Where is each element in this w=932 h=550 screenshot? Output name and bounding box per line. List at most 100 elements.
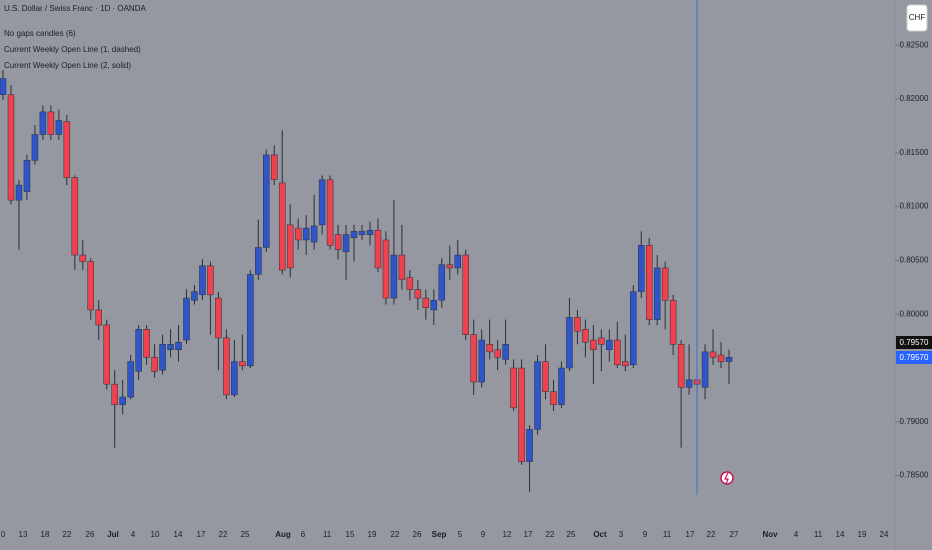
currency-button-label[interactable]: CHF (909, 13, 926, 22)
candle-body (614, 339, 621, 366)
candle-body (175, 341, 182, 350)
candle-body (382, 239, 390, 299)
candle-body (478, 339, 485, 383)
candle-body (111, 383, 118, 405)
x-tick-label: 24 (880, 530, 889, 539)
x-tick-label: 25 (567, 530, 576, 539)
candle-body (566, 317, 573, 369)
candle-body (454, 254, 461, 269)
candle-body (438, 264, 446, 301)
candle-body (358, 231, 366, 235)
candle-body (55, 120, 63, 135)
candle-body (486, 344, 493, 353)
candle-body (15, 184, 23, 201)
candle-body (255, 247, 262, 275)
candle-body (326, 179, 334, 246)
candle-body (271, 154, 278, 180)
candle-body (558, 367, 565, 405)
candle-body (518, 367, 525, 462)
x-tick-label: 22 (63, 530, 72, 539)
candle-body (717, 354, 725, 362)
candle-body (167, 344, 174, 350)
candle-body (502, 344, 509, 360)
candle-body (7, 94, 15, 201)
x-tick-label: 3 (619, 530, 624, 539)
candle-body (334, 234, 342, 250)
x-tick-label: 13 (19, 530, 28, 539)
candle-body (207, 265, 214, 296)
candle-body (542, 361, 549, 392)
x-tick-label: Oct (593, 530, 607, 539)
x-tick-label: 27 (730, 530, 739, 539)
x-tick-label: 0 (1, 530, 6, 539)
x-tick-label: 17 (686, 530, 695, 539)
candle-body (302, 227, 310, 241)
candle-body (406, 277, 414, 290)
candle-body (87, 261, 95, 311)
x-tick-label: Jul (107, 530, 119, 539)
candle-body (231, 361, 238, 396)
y-tick-label: 0.81000 (900, 202, 929, 211)
candle-body (199, 265, 206, 296)
candle-body (669, 299, 677, 345)
candle-body (590, 339, 597, 350)
x-tick-label: 9 (643, 530, 648, 539)
candle-body (191, 291, 198, 301)
x-tick-label: 22 (707, 530, 716, 539)
candle-body (414, 289, 422, 299)
x-tick-label: 22 (219, 530, 228, 539)
candle-body (685, 379, 693, 388)
x-tick-label: 4 (794, 530, 799, 539)
x-tick-label: 11 (323, 530, 332, 539)
candle-body (494, 349, 501, 358)
candle-body (606, 339, 613, 350)
candle-body (526, 429, 533, 462)
indicator: No gaps candles (6) (4, 29, 76, 38)
candle-body (709, 351, 717, 358)
currency-button[interactable] (906, 4, 928, 32)
event-icon[interactable] (720, 471, 734, 485)
chart-title: U.S. Dollar / Swiss Franc · 1D · OANDA (4, 4, 146, 13)
candle-body (135, 329, 142, 372)
x-tick-label: 18 (41, 530, 50, 539)
price-tag (896, 351, 932, 364)
x-tick-label: 19 (858, 530, 867, 539)
candle-body (637, 245, 645, 292)
candle-body (550, 391, 557, 405)
x-tick-label: 22 (391, 530, 400, 539)
candle-body (622, 361, 629, 367)
x-tick-label: 17 (524, 530, 533, 539)
x-tick-label: 22 (546, 530, 555, 539)
candle-body (95, 309, 102, 326)
x-tick-label: 17 (197, 530, 206, 539)
x-tick-label: 19 (368, 530, 377, 539)
candle-body (390, 254, 398, 299)
x-tick-label: 26 (86, 530, 95, 539)
candle-body (31, 134, 39, 161)
candle-body (645, 245, 653, 320)
candle-body (725, 357, 733, 362)
candle-body (310, 225, 318, 243)
price-tag-label: 0.79570 (900, 338, 929, 347)
y-tick-label: 0.80000 (900, 309, 929, 318)
candle-body (286, 224, 294, 269)
candle-body (430, 299, 438, 311)
candle-body (143, 329, 150, 358)
x-tick-label: 4 (131, 530, 136, 539)
indicator: Current Weekly Open Line (1, dashed) (4, 45, 141, 54)
candle-body (39, 111, 47, 135)
candle-body (462, 254, 469, 335)
candle-body (223, 337, 230, 396)
x-tick-label: 5 (458, 530, 463, 539)
y-tick-label: 0.82500 (900, 40, 929, 49)
candle-body (23, 160, 31, 192)
candle-body (398, 254, 406, 281)
x-tick-label: Aug (275, 530, 291, 539)
candle-body (701, 351, 709, 388)
candle-body (582, 329, 589, 343)
candle-body (350, 231, 358, 239)
candle-body (653, 267, 661, 320)
candle-body (151, 357, 158, 372)
x-tick-label: 10 (151, 530, 160, 539)
